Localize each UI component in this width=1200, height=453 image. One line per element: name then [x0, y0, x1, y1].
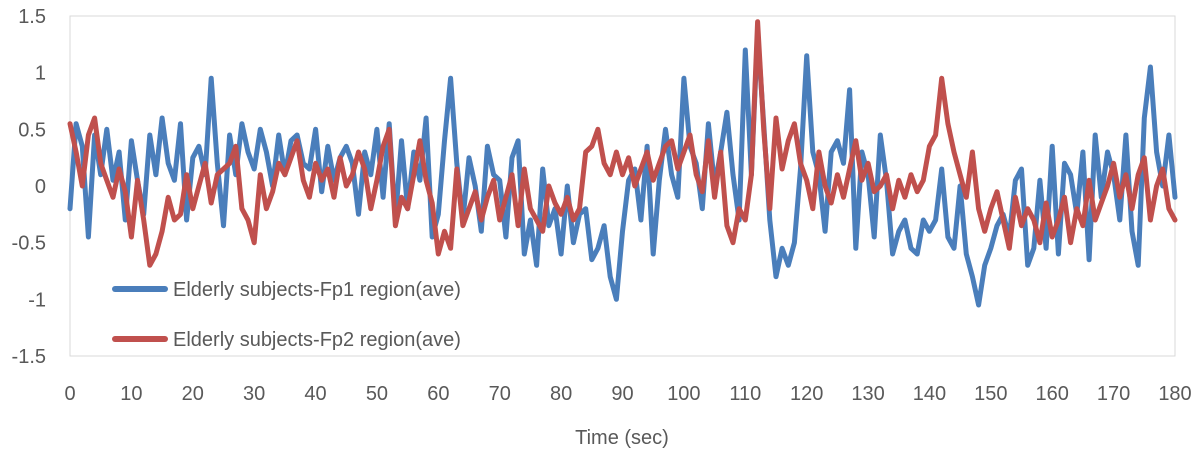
x-tick-label: 90 [611, 383, 633, 405]
x-tick-label: 40 [304, 383, 326, 405]
x-tick-label: 130 [851, 383, 884, 405]
x-tick-label: 160 [1036, 383, 1069, 405]
x-axis: 0 10 20 30 40 50 60 70 80 90 100 110 120 130 140 150 160… [64, 383, 1191, 405]
x-tick-label: 20 [182, 383, 204, 405]
plot-area [69, 15, 1176, 357]
x-tick-label: 100 [667, 383, 700, 405]
x-tick-label: 30 [243, 383, 265, 405]
y-tick-label: -1.5 [12, 346, 46, 368]
series-line-fp1 [67, 30, 1178, 308]
series-line-fp2 [67, 19, 1178, 268]
y-tick-label: 1.5 [18, 6, 46, 28]
y-tick-label: -1 [28, 289, 46, 311]
y-tick-label: -0.5 [12, 233, 46, 255]
y-tick-label: 1 [35, 63, 46, 85]
x-tick-label: 10 [120, 383, 142, 405]
x-tick-label: 110 [729, 383, 761, 405]
x-tick-label: 60 [427, 383, 449, 405]
x-tick-label: 80 [550, 383, 572, 405]
x-tick-label: 120 [790, 383, 823, 405]
legend-label-fp1: Elderly subjects-Fp1 region(ave) [173, 279, 461, 301]
y-axis: 1.5 1 0.5 0 -0.5 -1 -1.5 [12, 6, 46, 368]
series-layer [67, 19, 1178, 308]
x-axis-title: Time (sec) [575, 427, 669, 449]
y-tick-label: 0.5 [18, 119, 46, 141]
legend-label-fp2: Elderly subjects-Fp2 region(ave) [173, 329, 461, 351]
x-tick-label: 0 [64, 383, 75, 405]
y-tick-label: 0 [35, 176, 46, 198]
x-tick-label: 180 [1158, 383, 1191, 405]
x-tick-label: 170 [1097, 383, 1130, 405]
legend: Elderly subjects-Fp1 region(ave) Elderly… [112, 279, 461, 351]
x-tick-label: 140 [913, 383, 946, 405]
x-tick-label: 50 [366, 383, 388, 405]
x-tick-label: 70 [489, 383, 511, 405]
x-tick-label: 150 [974, 383, 1007, 405]
